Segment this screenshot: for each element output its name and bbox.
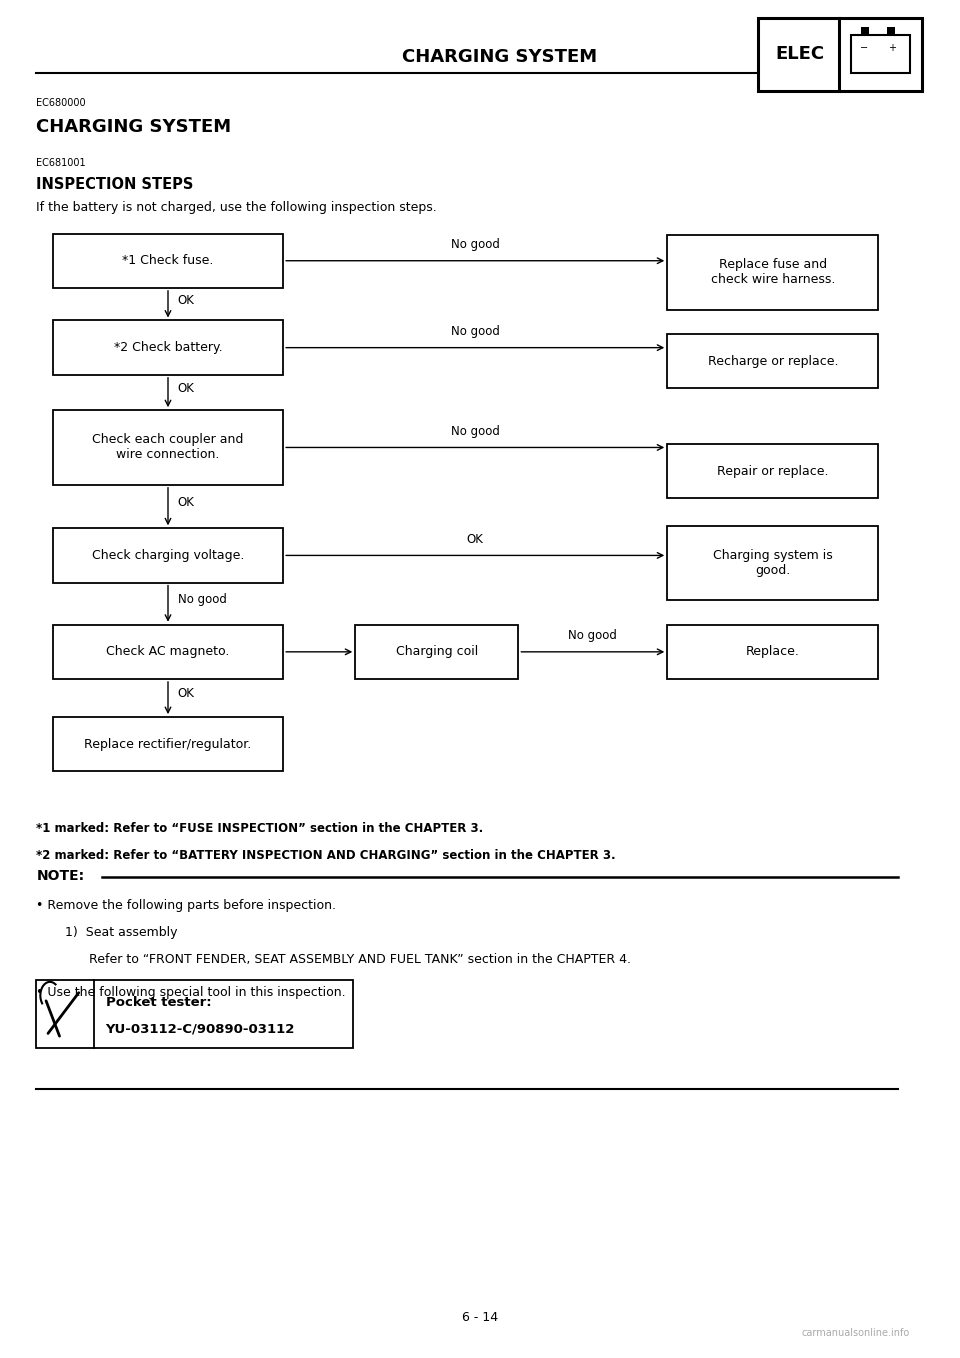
- Text: carmanualsonline.info: carmanualsonline.info: [802, 1328, 910, 1338]
- Bar: [667, 625, 878, 679]
- Text: 6 - 14: 6 - 14: [462, 1310, 498, 1324]
- Text: Check charging voltage.: Check charging voltage.: [92, 549, 244, 562]
- Bar: [53, 625, 283, 679]
- Text: Recharge or replace.: Recharge or replace.: [708, 354, 838, 368]
- Bar: [53, 320, 283, 375]
- Bar: [667, 334, 878, 388]
- Text: No good: No good: [178, 593, 227, 606]
- Bar: [667, 444, 878, 498]
- Text: EC680000: EC680000: [36, 98, 86, 107]
- Text: • Use the following special tool in this inspection.: • Use the following special tool in this…: [36, 986, 347, 999]
- Text: NOTE:: NOTE:: [36, 869, 84, 883]
- Text: Check AC magneto.: Check AC magneto.: [107, 645, 229, 659]
- Text: INSPECTION STEPS: INSPECTION STEPS: [36, 177, 194, 191]
- Text: −: −: [860, 42, 868, 53]
- Text: Repair or replace.: Repair or replace.: [717, 464, 828, 478]
- Bar: [53, 528, 283, 583]
- Text: *2 marked: Refer to “BATTERY INSPECTION AND CHARGING” section in the CHAPTER 3.: *2 marked: Refer to “BATTERY INSPECTION …: [36, 849, 616, 862]
- Bar: [758, 18, 922, 91]
- Text: • Remove the following parts before inspection.: • Remove the following parts before insp…: [36, 899, 337, 913]
- Bar: [887, 27, 895, 35]
- Text: No good: No good: [451, 325, 499, 338]
- Text: If the battery is not charged, use the following inspection steps.: If the battery is not charged, use the f…: [36, 201, 437, 215]
- Text: Refer to “FRONT FENDER, SEAT ASSEMBLY AND FUEL TANK” section in the CHAPTER 4.: Refer to “FRONT FENDER, SEAT ASSEMBLY AN…: [89, 953, 632, 967]
- Text: +: +: [888, 42, 896, 53]
- Text: *1 Check fuse.: *1 Check fuse.: [122, 254, 214, 268]
- Text: Replace.: Replace.: [746, 645, 800, 659]
- Text: *2 Check battery.: *2 Check battery.: [113, 341, 223, 354]
- Text: EC681001: EC681001: [36, 158, 86, 167]
- Text: Pocket tester:: Pocket tester:: [106, 995, 211, 1009]
- Text: Check each coupler and
wire connection.: Check each coupler and wire connection.: [92, 433, 244, 462]
- Bar: [851, 35, 910, 73]
- Text: OK: OK: [178, 687, 195, 701]
- Text: OK: OK: [178, 293, 195, 307]
- Text: Charging coil: Charging coil: [396, 645, 478, 659]
- Bar: [53, 234, 283, 288]
- Text: Replace rectifier/regulator.: Replace rectifier/regulator.: [84, 737, 252, 751]
- Bar: [355, 625, 518, 679]
- Text: No good: No good: [451, 425, 499, 437]
- Text: *1 marked: Refer to “FUSE INSPECTION” section in the CHAPTER 3.: *1 marked: Refer to “FUSE INSPECTION” se…: [36, 822, 484, 835]
- Text: Replace fuse and
check wire harness.: Replace fuse and check wire harness.: [710, 258, 835, 287]
- Text: YU-03112-C/90890-03112: YU-03112-C/90890-03112: [106, 1023, 295, 1036]
- Text: CHARGING SYSTEM: CHARGING SYSTEM: [36, 118, 231, 136]
- Bar: [667, 526, 878, 600]
- Text: Charging system is
good.: Charging system is good.: [713, 549, 832, 577]
- Text: No good: No good: [451, 238, 499, 251]
- Bar: [667, 235, 878, 310]
- Bar: [53, 717, 283, 771]
- Text: OK: OK: [178, 496, 195, 509]
- Bar: [36, 980, 353, 1048]
- Bar: [53, 410, 283, 485]
- Bar: [861, 27, 869, 35]
- Text: ELEC: ELEC: [775, 45, 825, 64]
- Text: CHARGING SYSTEM: CHARGING SYSTEM: [401, 48, 597, 67]
- Text: OK: OK: [178, 382, 195, 395]
- Text: OK: OK: [467, 532, 484, 546]
- Text: No good: No good: [568, 629, 617, 642]
- Text: 1)  Seat assembly: 1) Seat assembly: [65, 926, 178, 940]
